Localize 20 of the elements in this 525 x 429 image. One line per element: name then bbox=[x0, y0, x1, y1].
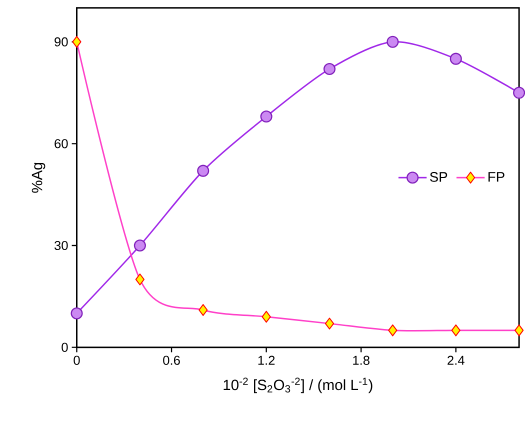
x-tick-label: 1.8 bbox=[353, 356, 370, 365]
text: 10$^{-2}$ [S$_{2}$O$_{3}$$^{-2}$] / (mol L$^{-1}$) bbox=[224, 377, 372, 393]
point bbox=[386, 36, 399, 48]
x-tick-label: 0.6 bbox=[163, 356, 180, 365]
y-tick-label: 60 bbox=[54, 138, 68, 148]
point bbox=[70, 307, 83, 320]
y-axis-title: %Ag bbox=[32, 162, 46, 193]
point bbox=[197, 164, 210, 177]
y-tick-label: 90 bbox=[54, 37, 68, 46]
point bbox=[134, 239, 146, 252]
point bbox=[323, 62, 336, 75]
x-tick-label: 0 bbox=[74, 356, 80, 365]
legend-label: FP bbox=[488, 172, 504, 182]
x-tick-label: 1.2 bbox=[258, 356, 275, 365]
x-tick-label: 2.4 bbox=[448, 356, 464, 365]
point bbox=[260, 110, 272, 122]
y-tick-label: 30 bbox=[54, 240, 68, 250]
point bbox=[450, 52, 462, 65]
legend-label: SP bbox=[430, 172, 448, 182]
y-tick-label: 0 bbox=[62, 342, 68, 352]
